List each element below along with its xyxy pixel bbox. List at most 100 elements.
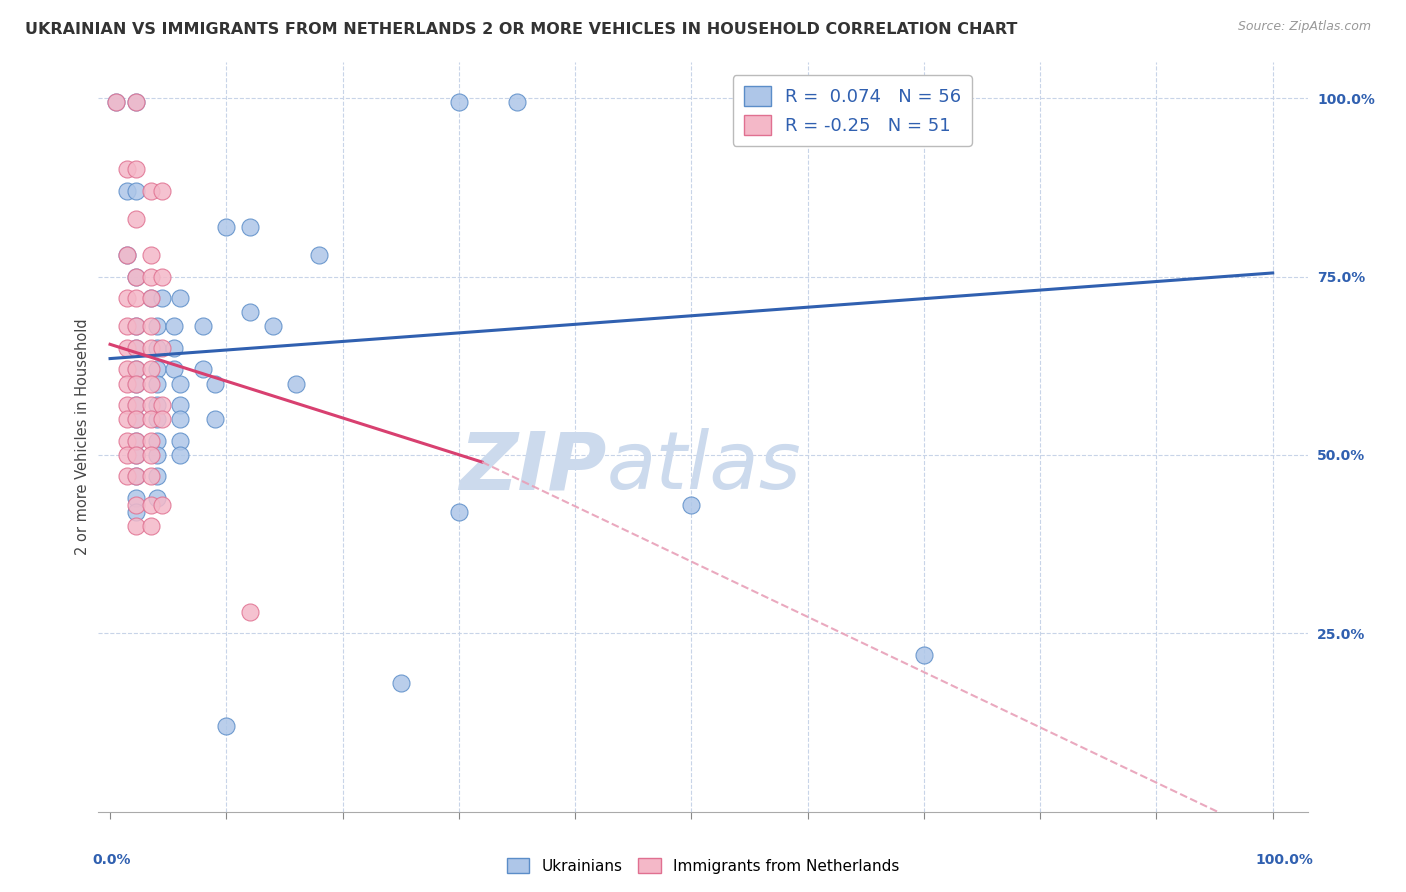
Point: [124, 319, 146, 334]
Point: [139, 412, 162, 426]
Point: [163, 362, 186, 376]
Point: [139, 248, 162, 262]
Legend: R =  0.074   N = 56, R = -0.25   N = 51: R = 0.074 N = 56, R = -0.25 N = 51: [733, 75, 972, 145]
Point: [124, 412, 146, 426]
Legend: Ukrainians, Immigrants from Netherlands: Ukrainians, Immigrants from Netherlands: [501, 852, 905, 880]
Point: [124, 434, 146, 448]
Point: [262, 319, 284, 334]
Point: [506, 95, 529, 109]
Point: [124, 491, 146, 505]
Point: [191, 362, 214, 376]
Point: [124, 498, 146, 512]
Point: [117, 341, 139, 355]
Point: [145, 469, 167, 483]
Point: [124, 505, 146, 519]
Point: [145, 434, 167, 448]
Point: [117, 448, 139, 462]
Point: [239, 219, 262, 234]
Point: [215, 219, 238, 234]
Point: [124, 184, 146, 198]
Point: [145, 491, 167, 505]
Point: [139, 362, 162, 376]
Point: [308, 248, 330, 262]
Text: 0.0%: 0.0%: [93, 853, 131, 867]
Y-axis label: 2 or more Vehicles in Household: 2 or more Vehicles in Household: [75, 318, 90, 556]
Point: [117, 291, 139, 305]
Point: [150, 398, 173, 412]
Point: [124, 362, 146, 376]
Point: [139, 519, 162, 533]
Point: [285, 376, 308, 391]
Point: [139, 291, 162, 305]
Point: [124, 448, 146, 462]
Point: [124, 95, 146, 109]
Point: [145, 362, 167, 376]
Point: [948, 95, 970, 109]
Point: [150, 269, 173, 284]
Point: [139, 319, 162, 334]
Text: UKRAINIAN VS IMMIGRANTS FROM NETHERLANDS 2 OR MORE VEHICLES IN HOUSEHOLD CORRELA: UKRAINIAN VS IMMIGRANTS FROM NETHERLANDS…: [25, 22, 1018, 37]
Point: [389, 676, 412, 690]
Point: [117, 248, 139, 262]
Point: [912, 648, 935, 662]
Point: [681, 498, 703, 512]
Point: [124, 341, 146, 355]
Point: [124, 376, 146, 391]
Point: [239, 605, 262, 619]
Point: [139, 398, 162, 412]
Point: [169, 291, 191, 305]
Point: [145, 412, 167, 426]
Point: [124, 469, 146, 483]
Point: [124, 362, 146, 376]
Point: [124, 376, 146, 391]
Point: [139, 291, 162, 305]
Point: [145, 319, 167, 334]
Point: [145, 398, 167, 412]
Point: [163, 319, 186, 334]
Point: [169, 434, 191, 448]
Point: [117, 184, 139, 198]
Point: [104, 95, 127, 109]
Point: [124, 269, 146, 284]
Point: [124, 162, 146, 177]
Point: [139, 469, 162, 483]
Point: [117, 248, 139, 262]
Text: ZIP: ZIP: [458, 428, 606, 506]
Text: Source: ZipAtlas.com: Source: ZipAtlas.com: [1237, 20, 1371, 33]
Point: [139, 498, 162, 512]
Point: [117, 469, 139, 483]
Point: [117, 398, 139, 412]
Point: [139, 448, 162, 462]
Point: [117, 162, 139, 177]
Point: [169, 376, 191, 391]
Point: [169, 448, 191, 462]
Point: [124, 469, 146, 483]
Point: [124, 412, 146, 426]
Point: [145, 448, 167, 462]
Point: [124, 448, 146, 462]
Point: [124, 269, 146, 284]
Point: [215, 719, 238, 733]
Point: [145, 376, 167, 391]
Point: [150, 291, 173, 305]
Point: [117, 376, 139, 391]
Point: [139, 434, 162, 448]
Point: [124, 434, 146, 448]
Point: [124, 398, 146, 412]
Point: [139, 269, 162, 284]
Point: [169, 412, 191, 426]
Point: [447, 95, 470, 109]
Text: atlas: atlas: [606, 428, 801, 506]
Point: [124, 291, 146, 305]
Point: [124, 212, 146, 227]
Point: [124, 519, 146, 533]
Point: [204, 376, 226, 391]
Point: [145, 341, 167, 355]
Point: [150, 184, 173, 198]
Point: [117, 319, 139, 334]
Point: [204, 412, 226, 426]
Point: [117, 434, 139, 448]
Point: [117, 412, 139, 426]
Point: [447, 505, 470, 519]
Point: [117, 362, 139, 376]
